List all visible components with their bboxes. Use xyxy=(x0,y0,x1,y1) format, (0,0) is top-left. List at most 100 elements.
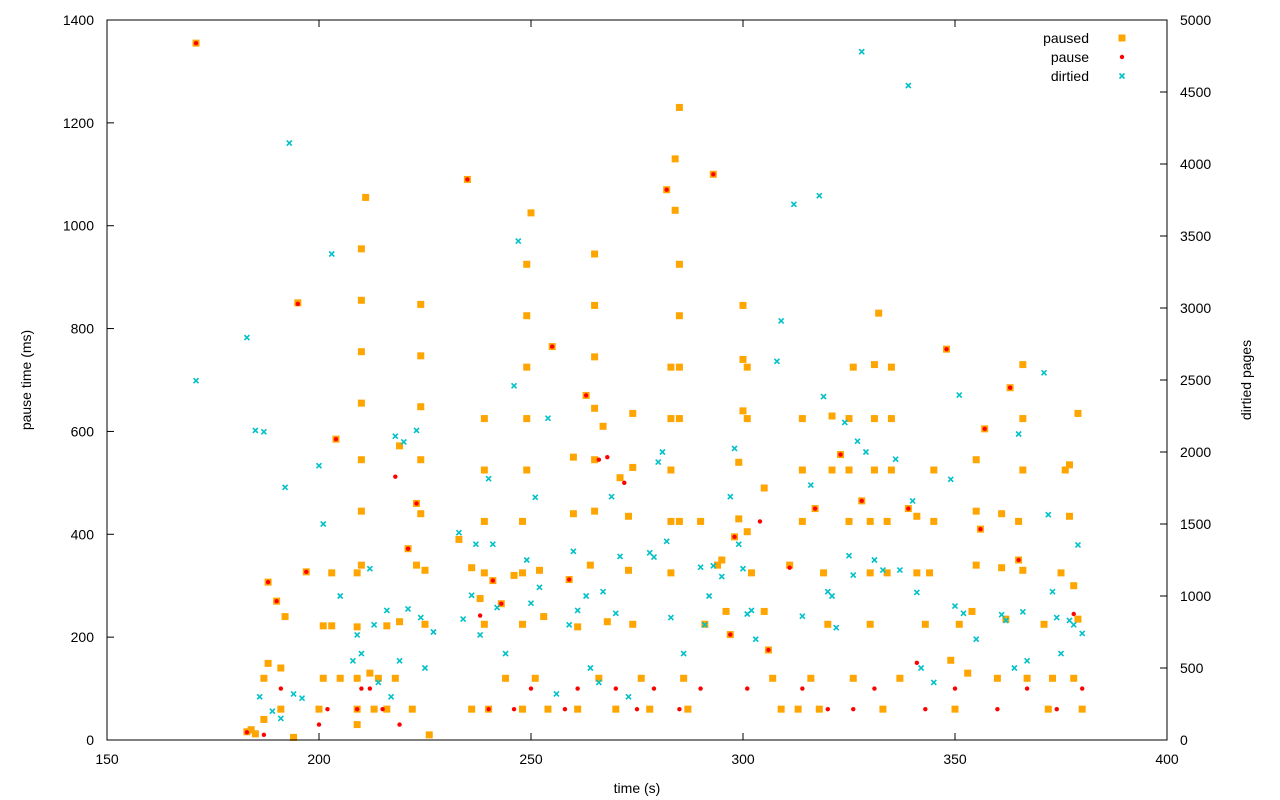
pause-point xyxy=(295,301,300,307)
dirtied-point xyxy=(879,567,886,574)
series-dirtied xyxy=(192,48,1086,722)
paused-point xyxy=(357,399,365,407)
paused-point xyxy=(798,415,806,423)
dirtied-point xyxy=(468,592,475,599)
paused-point xyxy=(519,620,527,628)
dirtied-point xyxy=(752,636,759,643)
paused-point xyxy=(1078,705,1086,713)
paused-point xyxy=(1044,705,1052,713)
dirtied-point xyxy=(404,605,412,613)
paused-point xyxy=(616,474,624,482)
paused-point xyxy=(523,415,531,423)
dirtied-point xyxy=(650,554,658,561)
series-paused xyxy=(192,39,1086,741)
paused-point xyxy=(591,250,599,258)
pause-point xyxy=(333,436,339,442)
axis-ticks: 150 200 250 300 350 4000200400600800100012001… xyxy=(63,12,1212,767)
x-tick-label: 250 xyxy=(519,751,543,767)
y2-tick-label: 3500 xyxy=(1180,228,1211,244)
paused-point xyxy=(480,620,488,628)
dirtied-point xyxy=(913,589,920,596)
pause-point xyxy=(745,686,750,691)
pause-point xyxy=(414,501,419,506)
dirtied-point xyxy=(396,657,403,664)
y-tick-label: 1400 xyxy=(63,12,94,28)
dirtied-point xyxy=(523,556,530,564)
dirtied-point xyxy=(706,592,713,600)
paused-point xyxy=(417,403,425,411)
paused-point xyxy=(625,512,633,520)
paused-point xyxy=(760,607,768,615)
paused-point xyxy=(1070,582,1078,590)
pause-point xyxy=(274,598,279,604)
paused-point xyxy=(328,569,336,577)
paused-point xyxy=(535,566,543,574)
y-tick-label: 1200 xyxy=(63,115,94,131)
paused-point xyxy=(1074,409,1082,417)
paused-point xyxy=(718,556,726,564)
dirtied-point xyxy=(366,565,373,572)
y-tick-label: 400 xyxy=(71,526,95,542)
pause-point xyxy=(359,686,364,691)
dirtied-point xyxy=(1045,511,1052,518)
dirtied-point xyxy=(862,448,870,456)
dirtied-point xyxy=(1040,369,1048,376)
dirtied-point xyxy=(320,520,327,528)
paused-point xyxy=(591,404,599,412)
paused-point xyxy=(1070,674,1078,682)
legend: paused pause dirtied xyxy=(1043,30,1126,84)
paused-point xyxy=(760,484,768,492)
paused-point xyxy=(993,674,1001,682)
paused-point xyxy=(866,517,874,525)
dirtied-point xyxy=(430,628,437,636)
dirtied-point xyxy=(282,484,289,491)
pause-point xyxy=(511,706,517,712)
paused-point xyxy=(629,620,637,628)
paused-point xyxy=(684,705,692,713)
paused-point xyxy=(591,507,599,515)
y-tick-label: 200 xyxy=(71,629,95,645)
paused-point xyxy=(391,674,399,682)
pause-point xyxy=(622,480,627,486)
paused-point xyxy=(879,705,887,713)
paused-point xyxy=(1023,674,1031,682)
pause-point xyxy=(397,722,402,727)
dirtied-point xyxy=(472,541,479,548)
y2-tick-label: 500 xyxy=(1180,660,1204,676)
paused-point xyxy=(930,517,938,525)
dirtied-point xyxy=(1070,621,1077,628)
paused-point xyxy=(523,260,531,268)
paused-point xyxy=(353,674,361,682)
pause-point xyxy=(978,526,983,532)
pause-point xyxy=(562,706,568,712)
paused-point xyxy=(247,726,255,734)
paused-point xyxy=(591,353,599,361)
pause-point xyxy=(265,579,271,585)
pause-point xyxy=(304,569,309,575)
dirtied-point xyxy=(655,459,662,466)
dirtied-point xyxy=(349,657,356,664)
paused-point xyxy=(968,607,976,615)
paused-point xyxy=(972,507,980,515)
paused-point xyxy=(383,622,391,630)
paused-point xyxy=(319,674,327,682)
dirtied-point xyxy=(710,562,717,569)
pause-point xyxy=(528,686,534,691)
dirtied-point xyxy=(388,693,395,700)
pause-point xyxy=(914,660,920,666)
y2-tick-label: 2000 xyxy=(1180,444,1211,460)
series-pause xyxy=(193,40,1085,738)
dirtied-point xyxy=(494,604,501,611)
dirtied-point xyxy=(731,445,738,452)
dirtied-point xyxy=(854,438,861,445)
y-tick-label: 600 xyxy=(71,423,95,439)
paused-point xyxy=(667,466,675,474)
legend-marker-paused xyxy=(1118,34,1126,42)
paused-point xyxy=(820,569,828,577)
dirtied-point xyxy=(960,610,967,617)
paused-point xyxy=(1019,566,1027,574)
paused-point xyxy=(383,705,391,713)
pause-point xyxy=(664,187,669,192)
pause-point xyxy=(499,601,504,606)
dirtied-point xyxy=(930,679,937,686)
